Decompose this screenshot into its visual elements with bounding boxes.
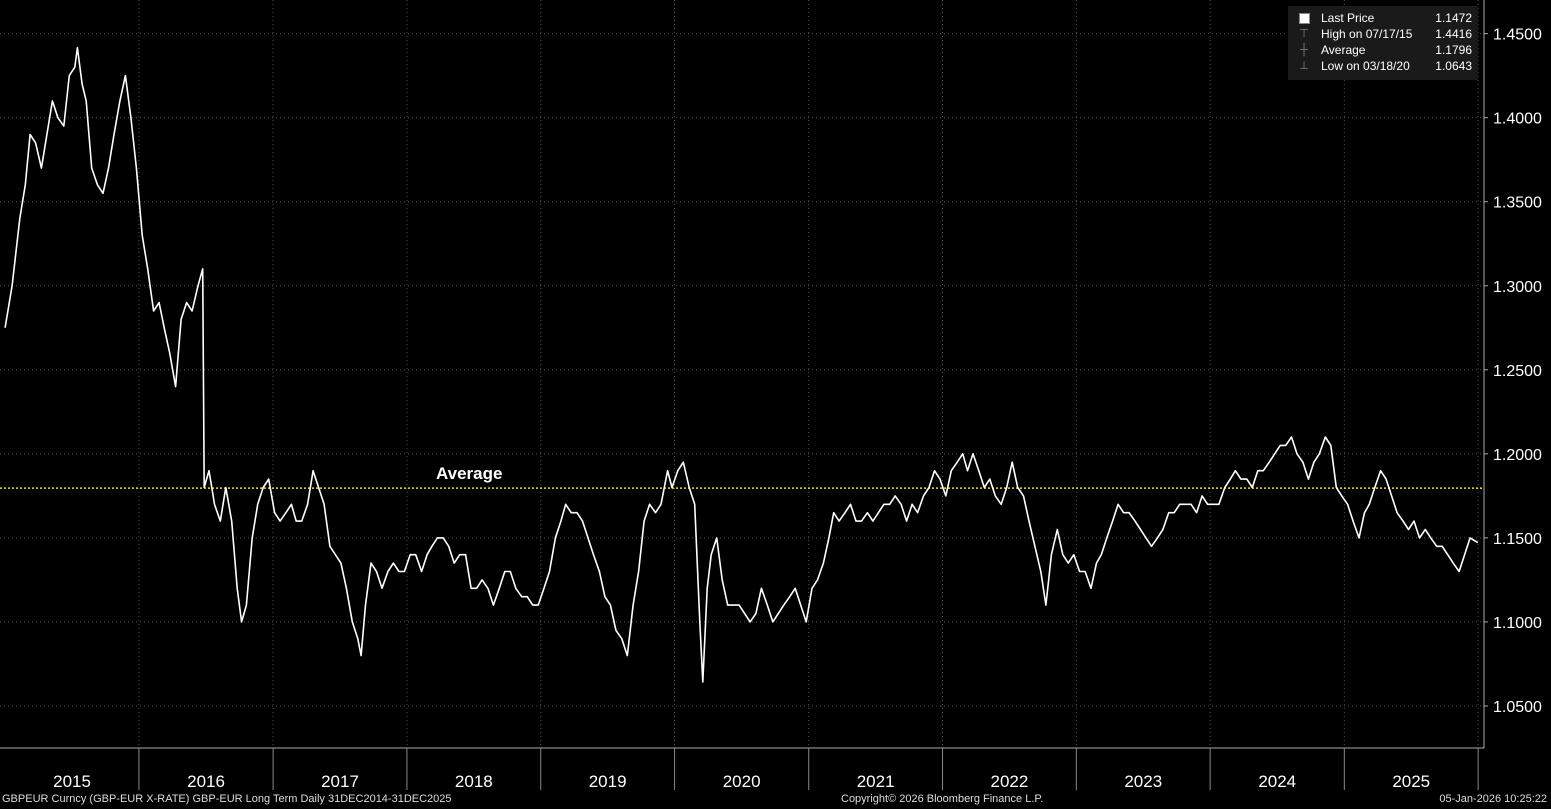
legend-high-label: High on 07/17/15	[1321, 27, 1413, 41]
x-tick-label: 2020	[723, 772, 761, 791]
legend-last-price-label: Last Price	[1321, 11, 1375, 25]
legend-high: ⊤ High on 07/17/15 1.4416	[1288, 26, 1478, 42]
x-tick-label: 2022	[991, 772, 1029, 791]
price-series-line	[4, 46, 1479, 683]
y-tick-label: 1.4000	[1493, 111, 1542, 128]
legend: Last Price 1.1472 ⊤ High on 07/17/15 1.4…	[1288, 6, 1478, 80]
average-marker-icon: ┼	[1300, 44, 1308, 56]
x-tick-label: 2024	[1258, 772, 1296, 791]
legend-average: ┼ Average 1.1796	[1288, 42, 1478, 58]
high-marker-icon: ⊤	[1299, 28, 1309, 40]
legend-last-price-value: 1.1472	[1435, 11, 1472, 25]
legend-low-value: 1.0643	[1435, 59, 1472, 73]
x-tick-label: 2016	[187, 772, 225, 791]
x-tick-label: 2025	[1392, 772, 1430, 791]
y-tick-label: 1.3500	[1493, 195, 1542, 212]
legend-average-value: 1.1796	[1435, 43, 1472, 57]
y-gridlines	[0, 33, 1484, 707]
y-tick-label: 1.0500	[1493, 699, 1542, 716]
x-tick-label: 2021	[857, 772, 895, 791]
legend-average-label: Average	[1321, 43, 1366, 57]
square-icon	[1294, 10, 1314, 26]
legend-low-label: Low on 03/18/20	[1321, 59, 1410, 73]
y-tick-label: 1.1000	[1493, 615, 1542, 632]
low-marker-icon: ⊥	[1299, 60, 1309, 72]
x-tick-label: 2023	[1124, 772, 1162, 791]
x-tick-labels: 2015 2016 2017 2018 2019 2020 2021 2022 2023 2024…	[53, 748, 1479, 791]
footer-security-description: GBPEUR Curncy (GBP-EUR X-RATE) GBP-EUR L…	[2, 793, 452, 805]
footer-copyright: Copyright© 2026 Bloomberg Finance L.P.	[841, 793, 1044, 805]
y-tick-label: 1.2500	[1493, 363, 1542, 380]
legend-low: ⊥ Low on 03/18/20 1.0643	[1288, 58, 1478, 74]
average-annotation: Average	[436, 464, 502, 483]
legend-last-price: Last Price 1.1472	[1288, 10, 1478, 26]
x-gridlines	[138, 0, 1479, 748]
x-tick-label: 2018	[455, 772, 493, 791]
x-tick-label: 2017	[321, 772, 359, 791]
y-tick-label: 1.2000	[1493, 447, 1542, 464]
y-tick-label: 1.1500	[1493, 531, 1542, 548]
footer-timestamp: 05-Jan-2026 10:25:22	[1439, 793, 1547, 805]
legend-high-value: 1.4416	[1435, 27, 1472, 41]
y-tick-label: 1.3000	[1493, 279, 1542, 296]
y-tick-labels: 1.0500 1.1000 1.1500 1.2000 1.2500 1.3000 1.35…	[1484, 27, 1542, 716]
x-tick-label: 2019	[589, 772, 627, 791]
y-tick-label: 1.4500	[1493, 27, 1542, 44]
x-tick-label: 2015	[53, 772, 91, 791]
